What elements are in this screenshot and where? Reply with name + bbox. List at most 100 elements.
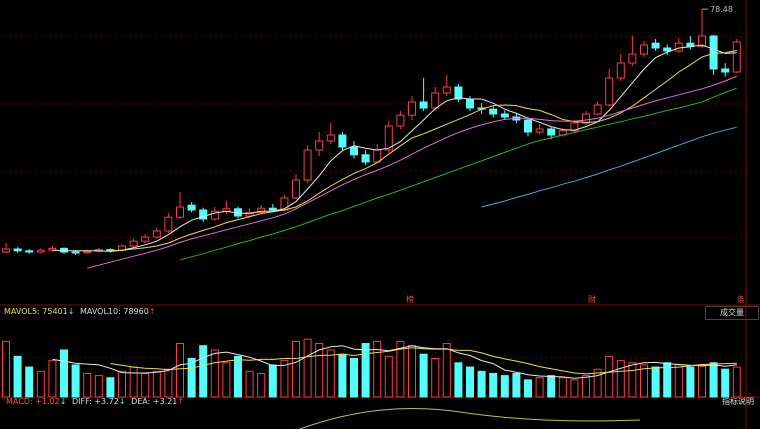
volume-bar <box>222 362 231 398</box>
legend-text: MAVOL10: 78960 <box>79 307 149 316</box>
ma-line <box>52 345 737 379</box>
candle-body <box>245 211 254 217</box>
volume-bar <box>2 340 10 398</box>
volume-bar <box>152 370 161 398</box>
candle-body <box>164 216 173 232</box>
volume-bar <box>164 368 173 398</box>
volume-bar <box>570 379 579 398</box>
volume-bar <box>628 362 637 398</box>
macd-curve <box>299 407 641 429</box>
volume-bar <box>686 366 695 398</box>
candle-body <box>83 250 92 254</box>
candle-body <box>431 92 440 109</box>
volume-bar <box>48 360 57 398</box>
candle-body <box>500 113 509 118</box>
candle-body <box>361 154 370 163</box>
volume-bar <box>257 372 266 398</box>
volume-bar <box>350 358 358 398</box>
ma-line <box>110 347 737 375</box>
candle-body <box>651 42 660 49</box>
candle-body <box>721 68 730 73</box>
volume-bar <box>361 343 370 398</box>
legend-arrow: ↓ <box>67 307 75 316</box>
candle-body <box>408 101 416 116</box>
candle-body <box>605 77 614 106</box>
volume-bar <box>315 343 324 398</box>
volume-bar <box>60 349 68 398</box>
candle-body <box>384 125 393 151</box>
candle-body <box>280 197 289 211</box>
volume-bar <box>384 355 393 398</box>
volume-bar <box>419 353 428 398</box>
candle-body <box>454 86 463 100</box>
event-marker: 榜 <box>406 295 414 304</box>
volume-bar <box>373 340 382 398</box>
volume-bar <box>640 364 648 398</box>
volume-bar <box>593 368 602 398</box>
ma-line <box>110 49 737 252</box>
volume-bar <box>466 366 474 398</box>
ma-line <box>52 44 737 252</box>
ma-line <box>481 126 737 208</box>
volume-bar <box>651 366 660 398</box>
candle-body <box>350 146 358 156</box>
volume-bar <box>663 362 672 398</box>
candle-body <box>582 113 590 124</box>
volume-bar <box>13 355 22 398</box>
volume-bar <box>83 372 92 398</box>
volume-bar <box>535 377 544 398</box>
event-marker: 条 <box>737 295 745 304</box>
volume-bar <box>709 362 718 398</box>
volume-bar <box>477 370 486 398</box>
volume-bar <box>187 358 196 398</box>
candle-body <box>152 230 161 238</box>
candle-body <box>36 249 45 253</box>
legend-arrow: ↓ <box>59 397 67 406</box>
volume-bar <box>210 349 219 398</box>
candle-body <box>663 47 672 52</box>
volume-bar <box>512 372 521 398</box>
candle-body <box>535 128 544 133</box>
candle-body <box>13 248 22 252</box>
volume-bar <box>454 362 463 398</box>
candle-body <box>466 98 474 109</box>
volume-legend: MAVOL5: 75401↓ MAVOL10: 78960↑ <box>4 307 159 317</box>
indicator-help[interactable]: 指标说明 <box>722 397 754 406</box>
candle-body <box>2 248 10 253</box>
candle-body <box>570 122 579 132</box>
volume-bar <box>489 372 498 398</box>
volume-button[interactable]: 成交量 <box>705 306 759 320</box>
macd-legend: MACD: +1.02↓ DIFF: +3.72↓ DEA: +3.21↑ <box>6 397 187 407</box>
volume-bar <box>245 370 254 398</box>
volume-bar <box>292 340 300 398</box>
candle-body <box>268 207 277 211</box>
candle-body <box>732 41 741 73</box>
volume-bar <box>199 345 208 398</box>
volume-bar <box>524 379 532 398</box>
volume-bar <box>118 370 126 398</box>
volume-bar <box>141 372 150 398</box>
candle-body <box>524 119 532 133</box>
legend-arrow: ↑ <box>177 397 185 406</box>
candle-body <box>373 149 382 163</box>
legend-text: MAVOL5: 75401 <box>4 307 68 316</box>
candle-body <box>303 149 312 181</box>
volume-bar <box>442 343 451 398</box>
candle-body <box>257 207 266 213</box>
volume-bar <box>558 377 567 398</box>
candle-body <box>129 240 138 247</box>
volume-bar <box>106 377 115 398</box>
candle-body <box>489 108 498 115</box>
volume-bar <box>721 368 730 398</box>
volume-bar <box>431 358 440 398</box>
candle-body <box>698 35 706 47</box>
candle-body <box>71 251 80 254</box>
candle-body <box>315 140 324 151</box>
volume-bar <box>25 366 34 398</box>
candle-body <box>176 206 184 218</box>
candle-body <box>187 204 196 211</box>
candle-body <box>547 128 556 136</box>
candle-body <box>338 134 347 148</box>
candle-body <box>442 86 451 94</box>
